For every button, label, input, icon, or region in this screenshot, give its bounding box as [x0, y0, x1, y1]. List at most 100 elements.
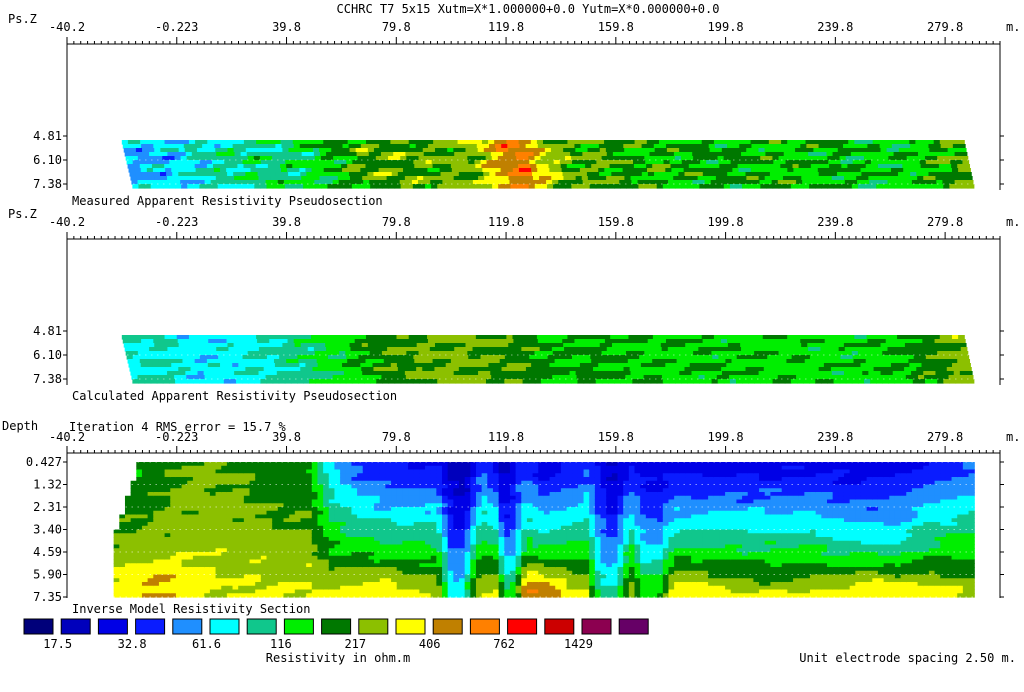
pseudo-cell	[398, 367, 405, 372]
pseudo-cell	[212, 160, 219, 165]
model-cell	[295, 522, 301, 526]
pseudo-cell	[484, 148, 491, 153]
pseudo-cell	[295, 343, 302, 348]
model-cell	[204, 473, 210, 477]
pseudo-cell	[929, 343, 936, 348]
model-cell	[278, 485, 284, 489]
pseudo-cell	[558, 375, 565, 380]
pseudo-cell	[902, 359, 909, 364]
pseudo-cell	[331, 148, 338, 153]
pseudo-cell	[500, 164, 507, 169]
pseudo-cell	[270, 172, 277, 177]
model-cell	[159, 530, 165, 534]
pseudo-cell	[781, 335, 788, 340]
pseudo-cell	[811, 164, 818, 169]
model-cell	[176, 470, 182, 474]
x-unit-label: m.	[1006, 215, 1020, 229]
pseudo-cell	[637, 152, 644, 157]
model-cell	[255, 466, 261, 470]
pseudo-cell	[614, 379, 621, 384]
pseudo-cell	[584, 160, 591, 165]
pseudo-cell	[446, 144, 453, 149]
pseudo-cell	[806, 144, 813, 149]
pseudo-cell	[138, 180, 145, 185]
model-cell	[238, 552, 244, 556]
pseudo-cell	[742, 351, 749, 356]
pseudo-cell	[751, 144, 758, 149]
pseudo-cell	[892, 367, 899, 372]
pseudo-cell	[747, 375, 754, 380]
model-cell	[227, 533, 233, 537]
pseudo-cell	[434, 363, 441, 368]
pseudo-cell	[510, 184, 517, 189]
pseudo-cell	[360, 335, 367, 340]
pseudo-cell	[601, 347, 608, 352]
pseudo-cell	[501, 168, 508, 173]
pseudo-cell	[281, 140, 288, 145]
pseudo-cell	[233, 172, 240, 177]
pseudo-cell	[587, 172, 594, 177]
model-cell	[119, 530, 125, 534]
model-cell	[278, 533, 284, 537]
pseudo-cell	[899, 148, 906, 153]
pseudo-cell	[651, 160, 658, 165]
model-cell	[221, 552, 227, 556]
pseudo-cell	[179, 371, 186, 376]
pseudo-cell	[643, 347, 650, 352]
pseudo-cell	[189, 164, 196, 169]
pseudo-cell	[904, 172, 911, 177]
pseudo-cell	[732, 168, 739, 173]
pseudo-cell	[881, 375, 888, 380]
model-cell	[176, 552, 182, 556]
pseudo-cell	[428, 144, 435, 149]
pseudo-cell	[225, 164, 232, 169]
model-cell	[176, 462, 182, 466]
pseudo-cell	[759, 347, 766, 352]
pseudo-cell	[877, 355, 884, 360]
model-cell	[125, 545, 131, 549]
model-cell	[221, 462, 227, 466]
pseudo-cell	[214, 144, 221, 149]
pseudo-cell	[460, 176, 467, 181]
pseudo-cell	[166, 144, 173, 149]
pseudo-cell	[886, 172, 893, 177]
model-cell	[238, 492, 244, 496]
pseudo-cell	[933, 164, 940, 169]
pseudo-cell	[414, 359, 421, 364]
model-cell	[278, 522, 284, 526]
pseudo-cell	[779, 379, 786, 384]
pseudo-cell	[598, 168, 605, 173]
model-cell	[238, 511, 244, 515]
pseudo-cell	[530, 359, 537, 364]
pseudo-cell	[567, 335, 574, 340]
pseudo-cell	[741, 347, 748, 352]
pseudo-cell	[312, 172, 319, 177]
pseudo-cell	[928, 140, 935, 145]
pseudo-cell	[134, 140, 141, 145]
pseudo-cell	[266, 180, 273, 185]
pseudo-cell	[174, 347, 181, 352]
pseudo-cell	[959, 367, 966, 372]
pseudo-cell	[669, 351, 676, 356]
pseudo-cell	[482, 168, 489, 173]
pseudo-cell	[221, 367, 228, 372]
pseudo-cell	[953, 144, 960, 149]
pseudo-cell	[702, 168, 709, 173]
model-cell	[255, 556, 261, 560]
model-cell	[295, 462, 301, 466]
pseudo-cell	[447, 172, 454, 177]
model-cell	[238, 578, 244, 582]
pseudo-cell	[846, 184, 853, 189]
pseudo-cell	[733, 144, 740, 149]
pseudo-cell	[769, 335, 776, 340]
pseudo-cell	[350, 343, 357, 348]
pseudo-cell	[260, 184, 267, 189]
pseudo-cell	[869, 375, 876, 380]
pseudo-cell	[502, 176, 509, 181]
x-tick-label: 199.8	[708, 430, 744, 444]
pseudo-cell	[464, 363, 471, 368]
model-cell	[278, 462, 284, 466]
pseudo-cell	[277, 347, 284, 352]
pseudo-cell	[187, 379, 194, 384]
model-cell	[204, 496, 210, 500]
